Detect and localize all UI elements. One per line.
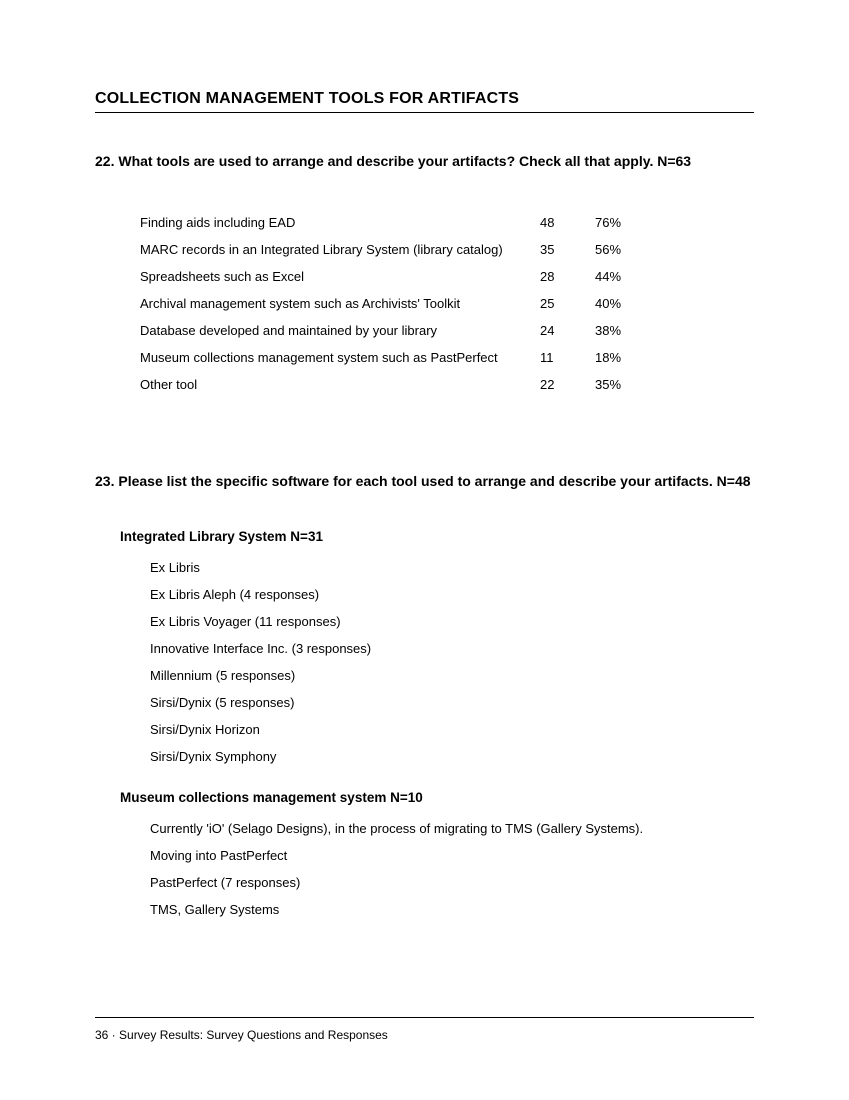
q23-group1-list: Ex Libris Ex Libris Aleph (4 responses) … [150,554,754,770]
list-item: Ex Libris Voyager (11 responses) [150,608,754,635]
list-item: Currently 'iO' (Selago Designs), in the … [150,815,754,842]
row-count: 35 [540,236,595,263]
row-label: Spreadsheets such as Excel [140,263,540,290]
list-item: PastPerfect (7 responses) [150,869,754,896]
list-item: TMS, Gallery Systems [150,896,754,923]
question-23-text: 23. Please list the specific software fo… [95,473,754,489]
list-item: Ex Libris [150,554,754,581]
row-pct: 18% [595,344,650,371]
list-item: Ex Libris Aleph (4 responses) [150,581,754,608]
footer-rule [95,1017,754,1018]
q22-table: Finding aids including EAD 48 76% MARC r… [140,209,754,398]
table-row: MARC records in an Integrated Library Sy… [140,236,650,263]
page-footer: 36 · Survey Results: Survey Questions an… [95,1017,754,1042]
row-label: Archival management system such as Archi… [140,290,540,317]
q23-group2-list: Currently 'iO' (Selago Designs), in the … [150,815,754,923]
list-item: Sirsi/Dynix (5 responses) [150,689,754,716]
table-row: Spreadsheets such as Excel 28 44% [140,263,650,290]
section-heading: COLLECTION MANAGEMENT TOOLS FOR ARTIFACT… [95,90,754,113]
list-item: Sirsi/Dynix Horizon [150,716,754,743]
row-count: 11 [540,344,595,371]
row-label: MARC records in an Integrated Library Sy… [140,236,540,263]
table-row: Other tool 22 35% [140,371,650,398]
row-count: 24 [540,317,595,344]
row-label: Museum collections management system suc… [140,344,540,371]
list-item: Moving into PastPerfect [150,842,754,869]
row-count: 22 [540,371,595,398]
q23-group1-heading: Integrated Library System N=31 [120,529,754,544]
row-label: Other tool [140,371,540,398]
list-item: Millennium (5 responses) [150,662,754,689]
footer-text: 36 · Survey Results: Survey Questions an… [95,1028,754,1042]
table-row: Archival management system such as Archi… [140,290,650,317]
row-pct: 44% [595,263,650,290]
row-label: Finding aids including EAD [140,209,540,236]
row-label: Database developed and maintained by you… [140,317,540,344]
row-pct: 76% [595,209,650,236]
row-count: 28 [540,263,595,290]
table-row: Database developed and maintained by you… [140,317,650,344]
table-row: Finding aids including EAD 48 76% [140,209,650,236]
row-count: 25 [540,290,595,317]
row-count: 48 [540,209,595,236]
q23-group2-heading: Museum collections management system N=1… [120,790,754,805]
row-pct: 38% [595,317,650,344]
question-22-text: 22. What tools are used to arrange and d… [95,153,754,169]
row-pct: 35% [595,371,650,398]
table-row: Museum collections management system suc… [140,344,650,371]
list-item: Sirsi/Dynix Symphony [150,743,754,770]
row-pct: 56% [595,236,650,263]
row-pct: 40% [595,290,650,317]
list-item: Innovative Interface Inc. (3 responses) [150,635,754,662]
